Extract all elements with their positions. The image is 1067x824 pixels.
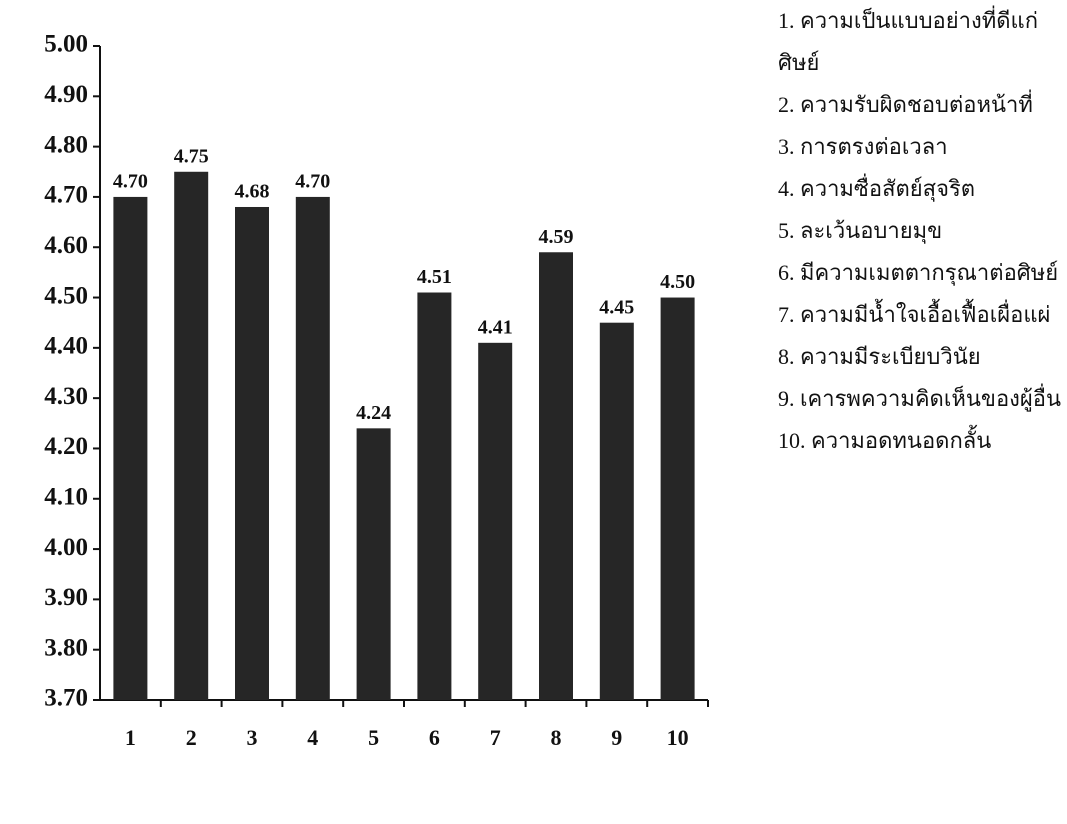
bar [417, 292, 452, 700]
y-tick-label: 5.00 [44, 31, 88, 58]
y-tick-label: 4.90 [44, 81, 88, 108]
y-tick-label: 4.30 [44, 383, 88, 410]
legend-item: 6. มีความเมตตากรุณาต่อศิษย์ [778, 260, 1059, 285]
legend-item: 5. ละเว้นอบายมุข [778, 218, 943, 243]
y-tick-label: 4.40 [44, 333, 88, 360]
value-label: 4.59 [539, 226, 574, 248]
x-tick-label: 9 [611, 725, 622, 750]
legend-item: 8. ความมีระเบียบวินัย [778, 344, 981, 369]
y-tick-label: 4.10 [44, 484, 88, 511]
legend-item: 3. การตรงต่อเวลา [778, 134, 948, 159]
value-label: 4.75 [174, 145, 209, 167]
y-tick-label: 4.80 [44, 131, 88, 158]
bar [539, 252, 573, 700]
value-label: 4.24 [356, 402, 391, 424]
y-tick-label: 4.60 [44, 232, 88, 259]
value-label: 4.70 [295, 171, 330, 193]
y-tick-label: 4.00 [44, 534, 88, 561]
value-label: 4.41 [478, 316, 513, 338]
y-tick-label: 3.90 [44, 584, 88, 611]
chart: 3.70 3.80 3.90 4.00 4.10 4.20 4.30 4.40 4.50 4.60… [44, 31, 709, 750]
legend-item: 4. ความซื่อสัตย์สุจริต [778, 176, 976, 201]
bar [235, 206, 269, 700]
legend: 1. ความเป็นแบบอย่างที่ดีแก่ศิษย์ 2. ความร… [778, 0, 1063, 462]
x-tick-label: 5 [368, 725, 379, 750]
y-tick-label: 4.50 [44, 282, 88, 309]
x-tick-label: 2 [186, 725, 197, 750]
bar [113, 196, 148, 700]
bar [478, 342, 513, 700]
y-tick-label: 4.70 [44, 182, 88, 209]
legend-item: 10. ความอดทนอดกลั้น [778, 428, 992, 453]
x-tick-label: 1 [125, 725, 136, 750]
value-label: 4.68 [235, 181, 270, 203]
x-tick-label: 7 [490, 725, 501, 750]
bar [356, 428, 391, 700]
x-tick-label: 4 [307, 725, 318, 750]
legend-item: 2. ความรับผิดชอบต่อหน้าที่ [778, 92, 1033, 117]
value-label: 4.51 [417, 266, 452, 288]
value-label: 4.45 [599, 296, 634, 318]
legend-item: 1. ความเป็นแบบอย่างที่ดีแก่ศิษย์ [778, 8, 1039, 75]
bar [174, 171, 209, 700]
value-label: 4.50 [660, 271, 695, 293]
x-tick-label: 10 [667, 725, 689, 750]
x-tick-label: 6 [429, 725, 440, 750]
legend-item: 9. เคารพความคิดเห็นของผู้อื่น [778, 386, 1062, 411]
y-tick-label: 3.70 [44, 685, 88, 712]
bar [660, 297, 695, 700]
x-tick-label: 8 [551, 725, 562, 750]
value-label: 4.70 [113, 171, 148, 193]
legend-item: 7. ความมีน้ำใจเอื้อเฟื้อเผื่อแผ่ [778, 302, 1051, 327]
bar [599, 322, 634, 700]
x-tick-label: 3 [247, 725, 258, 750]
y-tick-label: 4.20 [44, 433, 88, 460]
y-tick-label: 3.80 [44, 634, 88, 661]
bar [295, 196, 330, 700]
